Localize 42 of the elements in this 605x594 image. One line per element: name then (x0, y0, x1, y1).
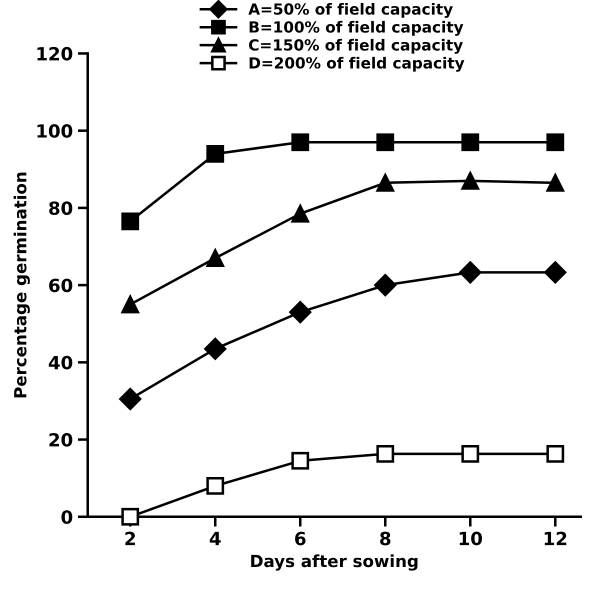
point (376, 444, 394, 463)
y-tick-label: 40 (48, 356, 72, 370)
legend-label: C=150% of field capacity (249, 38, 463, 54)
y-axis-title: Percentage germination (14, 172, 30, 398)
x-tick-label: 8 (380, 532, 390, 546)
point (206, 477, 224, 495)
point (546, 444, 564, 463)
y-tick-label: 0 (61, 510, 72, 524)
point (119, 388, 142, 410)
point (374, 274, 396, 296)
y-tick-label: 80 (49, 201, 72, 216)
point (291, 452, 310, 470)
x-axis-title: Days after sowing (251, 554, 418, 571)
point (461, 444, 480, 463)
x-tick-label: 6 (295, 532, 306, 546)
y-tick-label: 100 (37, 124, 72, 138)
point (206, 144, 224, 163)
legend-label: B=100% of field capacity (250, 20, 464, 36)
point (121, 212, 140, 230)
legend-label: D=200% of field capacity (250, 56, 464, 72)
x-tick-label: 10 (460, 532, 482, 546)
point (546, 174, 564, 192)
point (461, 133, 480, 152)
point (376, 174, 394, 192)
point (291, 133, 310, 152)
legend-label: A=50% of field capacity (248, 2, 453, 18)
y-tick-label: 120 (37, 46, 72, 61)
x-tick-label: 4 (210, 532, 221, 546)
point (121, 296, 140, 314)
y-tick-label: 60 (49, 278, 72, 292)
point (546, 133, 564, 152)
point (289, 301, 312, 324)
x-tick-label: 2 (125, 532, 135, 546)
y-tick-label: 20 (49, 433, 72, 447)
x-tick-label: 12 (544, 532, 566, 546)
point (204, 338, 226, 360)
point (291, 204, 310, 223)
point (376, 133, 394, 152)
point (459, 261, 482, 284)
point (206, 249, 224, 267)
point (544, 261, 566, 284)
point (461, 172, 480, 190)
